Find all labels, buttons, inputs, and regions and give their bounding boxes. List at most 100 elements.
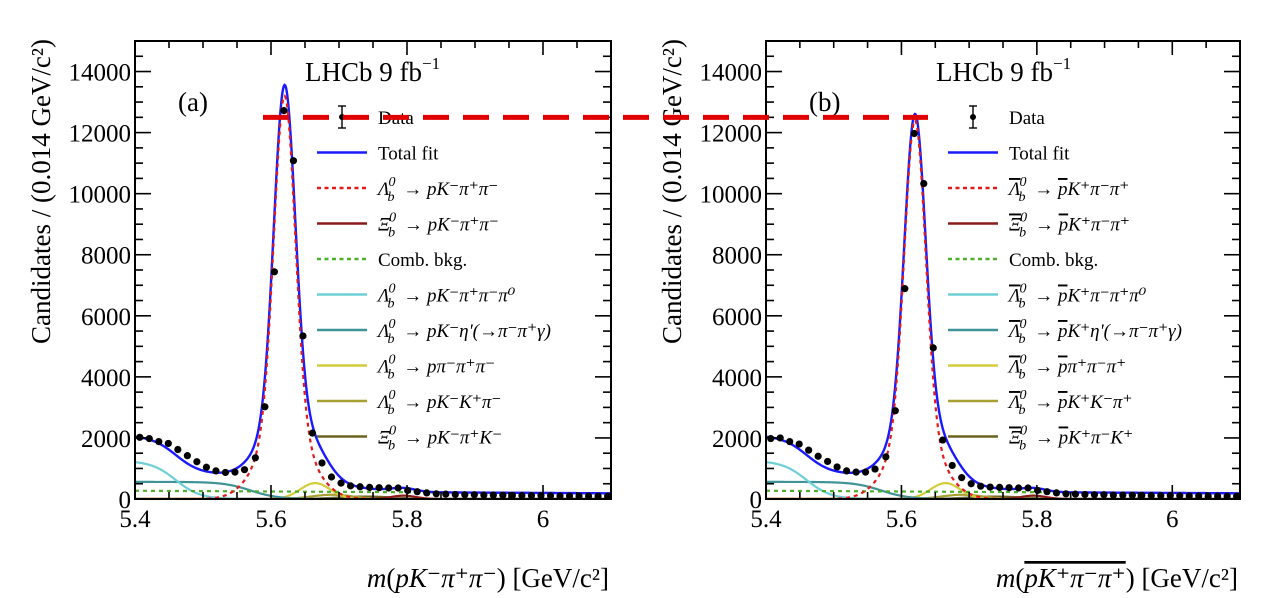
- legend-marker-icon: [970, 114, 976, 120]
- legend-label: Λ0 b → pK⁻π⁺π⁻π⁰: [376, 282, 516, 312]
- data-point: [251, 454, 259, 462]
- data-point: [183, 452, 191, 460]
- data-point: [1176, 492, 1184, 499]
- data-point: [289, 157, 298, 165]
- data-point: [164, 439, 172, 448]
- legend-label: Λ0 b → pπ⁺π⁻π⁺: [1007, 353, 1126, 383]
- legend-item: Comb. bkg.: [948, 250, 1098, 271]
- curve-total-fit: [766, 112, 1240, 495]
- y-tick-label: 14000: [700, 60, 763, 87]
- data-point: [891, 407, 899, 415]
- y-tick-label: 0: [750, 487, 763, 514]
- data-point: [202, 463, 210, 471]
- y-tick-label: 8000: [712, 243, 762, 270]
- data-point: [996, 483, 1004, 491]
- data-point: [546, 492, 555, 499]
- legend-label: Ξ0 b → pK⁺π⁻π⁺: [1009, 211, 1130, 241]
- data-point: [442, 490, 450, 498]
- legend-item: Data: [969, 105, 1045, 129]
- legend-label: Ξ0 b → pK⁺π⁻K⁺: [1009, 424, 1133, 454]
- data-point: [565, 492, 574, 499]
- x-tick-label: 5.4: [119, 506, 151, 533]
- y-tick-label: 4000: [81, 365, 131, 392]
- data-point: [584, 492, 593, 499]
- data-point: [270, 268, 278, 276]
- legend-label: Λ0 b → pK⁻K⁺π⁻: [376, 388, 501, 418]
- curve-total-fit: [135, 83, 611, 495]
- data-point: [423, 489, 431, 497]
- y-tick-label: 14000: [69, 60, 132, 87]
- y-tick-label: 8000: [81, 243, 131, 270]
- data-point: [833, 463, 841, 471]
- curve-lb-pketaprime: [766, 480, 1240, 499]
- legend-item: Ξ0 b → pK⁺π⁻π⁺: [948, 211, 1130, 241]
- x-tick-label: 6: [1166, 506, 1179, 533]
- data-point: [356, 483, 364, 491]
- data-point: [346, 482, 355, 490]
- data-point: [901, 285, 909, 293]
- panel-a: 5.4 5.6 5.8 6 0 2000 4000 6000 8000 10000 12000 140…: [26, 39, 612, 593]
- data-point: [480, 491, 488, 499]
- data-point: [337, 479, 345, 487]
- data-point: [977, 482, 985, 490]
- data-point: [1043, 488, 1051, 496]
- data-point: [451, 490, 459, 499]
- data-point: [261, 403, 269, 411]
- data-point: [1138, 491, 1146, 499]
- legend-item: Λ0 b → pK⁻π⁺π⁻π⁰: [317, 282, 516, 312]
- data-point: [604, 492, 611, 499]
- legend-item: Total fit: [948, 144, 1070, 165]
- legend-item: Comb. bkg.: [317, 250, 467, 271]
- legend-item: Total fit: [317, 144, 439, 165]
- panel-b: 5.4 5.6 5.8 6 0 2000 4000 6000 8000 10000 12000 140…: [657, 39, 1241, 593]
- data-point: [394, 484, 402, 492]
- legend-item: Λ0 b → pK⁻η'(→π⁻π⁺γ): [317, 317, 551, 347]
- data-point: [1062, 490, 1070, 498]
- y-tick-label: 4000: [712, 365, 762, 392]
- data-point: [231, 468, 239, 476]
- data-point: [221, 468, 230, 477]
- data-point: [193, 458, 201, 466]
- x-tick-label: 5.4: [750, 506, 782, 533]
- data-point: [824, 457, 832, 466]
- data-point: [327, 473, 336, 481]
- plot-area: [135, 83, 611, 499]
- legend-item: Λ0 b → pK⁻K⁺π⁻: [317, 388, 501, 418]
- data-point: [967, 480, 975, 488]
- y-tick-label: 6000: [712, 304, 762, 331]
- y-axis-title: Candidates / (0.014 GeV/c²): [657, 39, 687, 344]
- y-tick-label: 10000: [69, 182, 132, 209]
- legend-item: Λ0 b → pπ⁻π⁺π⁻: [317, 353, 495, 383]
- data-point: [958, 474, 966, 482]
- y-tick-label: 2000: [712, 426, 762, 453]
- data-point: [929, 344, 937, 352]
- y-tick-label: 2000: [81, 426, 131, 453]
- legend-label: Ξ0 b → pK⁻π⁺π⁻: [378, 211, 499, 241]
- data-point: [948, 461, 956, 470]
- data-point: [432, 490, 440, 498]
- legend-item: Ξ0 b → pK⁻π⁺K⁻: [317, 424, 502, 454]
- data-point: [299, 332, 307, 340]
- y-tick-label: 0: [119, 487, 132, 514]
- y-tick-label: 6000: [81, 304, 131, 331]
- data-point: [814, 452, 822, 460]
- plot-area: [766, 112, 1240, 499]
- data-point: [1195, 492, 1203, 499]
- legend-item: Ξ0 b → pK⁺π⁻K⁺: [948, 424, 1133, 454]
- legend-label: Total fit: [378, 144, 439, 165]
- data-point: [413, 488, 421, 496]
- legend-item: Λ0 b → pK⁺K⁻π⁺: [948, 388, 1132, 418]
- data-point: [1052, 489, 1061, 497]
- data-point: [1214, 492, 1222, 499]
- legend-label: Λ0 b → pπ⁻π⁺π⁻: [376, 353, 495, 383]
- data-point: [155, 437, 163, 446]
- y-tick-label: 12000: [69, 121, 132, 148]
- experiment-label: LHCb 9 fb−1: [936, 54, 1071, 87]
- legend-label: Comb. bkg.: [1009, 250, 1098, 271]
- curve-lb-signal: [135, 94, 611, 499]
- data-point: [1119, 491, 1127, 499]
- y-axis-title: Candidates / (0.014 GeV/c²): [26, 39, 56, 344]
- data-point: [871, 465, 879, 473]
- data-point: [174, 445, 182, 454]
